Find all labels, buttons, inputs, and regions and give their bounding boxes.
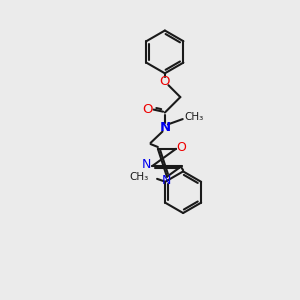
Text: CH₃: CH₃: [184, 112, 203, 122]
Text: O: O: [160, 75, 170, 88]
Text: N: N: [159, 121, 170, 134]
Text: CH₃: CH₃: [129, 172, 148, 182]
Text: N: N: [162, 174, 171, 188]
Text: N: N: [142, 158, 152, 171]
Text: O: O: [143, 103, 153, 116]
Text: O: O: [176, 141, 186, 154]
